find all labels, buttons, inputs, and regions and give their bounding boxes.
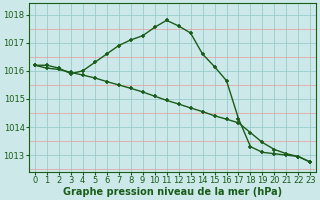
X-axis label: Graphe pression niveau de la mer (hPa): Graphe pression niveau de la mer (hPa) (63, 187, 282, 197)
